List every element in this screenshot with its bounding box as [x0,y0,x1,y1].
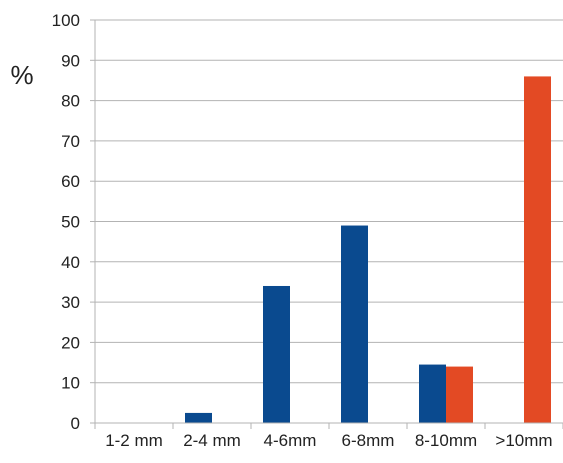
y-tick-labels: 0 10 20 30 40 50 60 70 80 90 100 [52,11,95,433]
y-tick-label: 100 [52,11,80,30]
bar-series1-cat5 [419,364,446,423]
y-tick-label: 80 [61,92,80,111]
gridlines [95,19,563,384]
x-tick-label: 1-2 mm [105,431,163,450]
y-tick-label: 30 [61,293,80,312]
bar-series2-cat6 [524,76,551,424]
y-tick-label: 50 [61,213,80,232]
bar-series2-cat5 [446,366,473,423]
x-tick-label: >10mm [495,431,552,450]
y-axis-label: % [10,60,33,90]
x-tick-label: 2-4 mm [183,431,241,450]
y-tick-label: 0 [71,414,80,433]
y-tick-label: 20 [61,333,80,352]
axes [94,20,563,429]
x-tick-label: 4-6mm [264,431,317,450]
y-tick-label: 60 [61,172,80,191]
y-tick-label: 10 [61,374,80,393]
x-tick-label: 6-8mm [342,431,395,450]
bar-series1-cat3 [263,285,290,423]
bars [185,76,551,424]
bar-series1-cat2 [185,412,212,423]
bar-series1-cat4 [341,225,368,423]
x-tick-labels: 1-2 mm 2-4 mm 4-6mm 6-8mm 8-10mm >10mm [105,431,552,450]
x-tick-label: 8-10mm [415,431,477,450]
y-tick-label: 70 [61,132,80,151]
y-tick-label: 40 [61,253,80,272]
y-tick-label: 90 [61,51,80,70]
